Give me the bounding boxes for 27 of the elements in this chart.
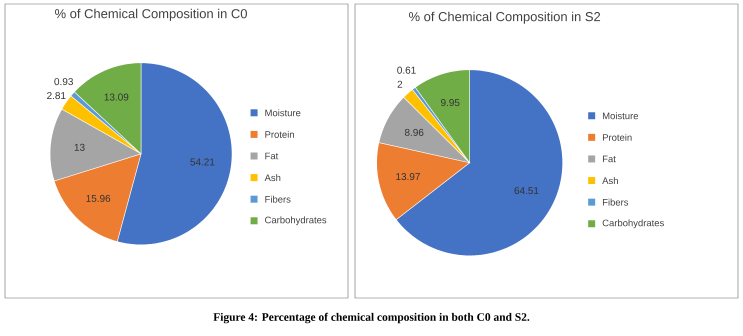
legend-label: Carbohydrates [602,219,664,228]
data-label: 54.21 [190,158,214,166]
legend-label: Ash [264,174,280,182]
data-label: 15.96 [86,194,110,202]
legend-label: Moisture [602,112,638,120]
legend-label: Moisture [265,109,300,116]
legend-label: Fibers [265,196,291,203]
chart-title: % of Chemical Composition in C0 [55,8,247,21]
data-label: 13 [74,144,85,151]
data-label: 2.81 [47,92,66,100]
legend-label: Fat [602,156,616,162]
legend-label: Ash [602,177,618,184]
data-label: 2 [398,80,402,88]
caption: Figure 4: Percentage of chemical composition in both C0 and S2. [213,312,530,324]
data-label: 0.93 [54,78,73,86]
legend-label: Protein [602,134,632,141]
legend-label: Carbohydrates [265,216,326,226]
data-label: 13.09 [104,94,128,101]
chart-title: % of Chemical Composition in S2 [409,12,600,24]
data-label: 0.61 [397,66,416,74]
data-label: 64.51 [514,187,538,194]
legend-label: Fat [265,152,278,160]
legend-label: Protein [265,130,294,138]
data-label: 13.97 [396,173,420,180]
data-label: 9.95 [440,99,460,106]
legend-label: Fibers [602,198,628,206]
data-label: 8.96 [404,128,424,136]
